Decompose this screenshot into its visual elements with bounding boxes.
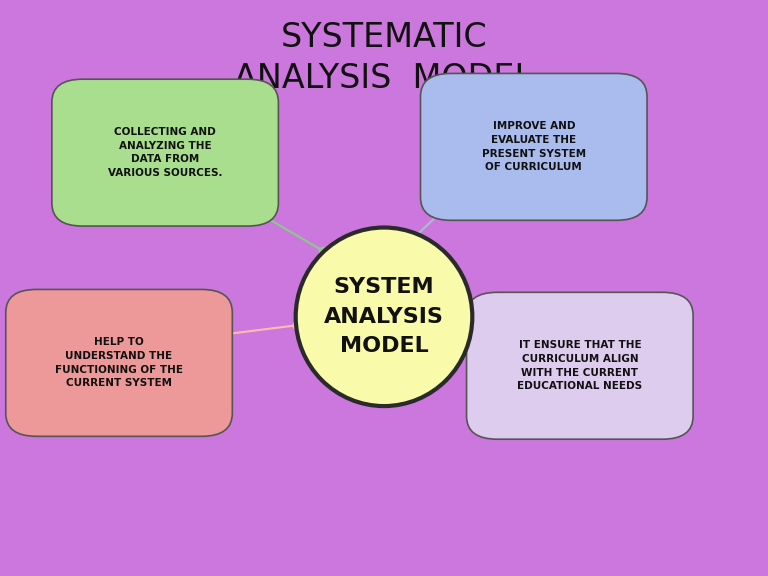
FancyBboxPatch shape bbox=[6, 290, 232, 437]
FancyBboxPatch shape bbox=[466, 293, 693, 439]
FancyBboxPatch shape bbox=[420, 74, 647, 221]
FancyBboxPatch shape bbox=[52, 79, 278, 226]
Text: SYSTEMATIC
ANALYSIS  MODEL: SYSTEMATIC ANALYSIS MODEL bbox=[234, 21, 534, 94]
Text: SYSTEM
ANALYSIS
MODEL: SYSTEM ANALYSIS MODEL bbox=[324, 277, 444, 357]
Ellipse shape bbox=[296, 228, 472, 406]
Text: IT ENSURE THAT THE
CURRICULUM ALIGN
WITH THE CURRENT
EDUCATIONAL NEEDS: IT ENSURE THAT THE CURRICULUM ALIGN WITH… bbox=[518, 340, 642, 391]
Text: HELP TO
UNDERSTAND THE
FUNCTIONING OF THE
CURRENT SYSTEM: HELP TO UNDERSTAND THE FUNCTIONING OF TH… bbox=[55, 338, 183, 388]
Text: COLLECTING AND
ANALYZING THE
DATA FROM
VARIOUS SOURCES.: COLLECTING AND ANALYZING THE DATA FROM V… bbox=[108, 127, 223, 178]
Text: IMPROVE AND
EVALUATE THE
PRESENT SYSTEM
OF CURRICULUM: IMPROVE AND EVALUATE THE PRESENT SYSTEM … bbox=[482, 122, 586, 172]
